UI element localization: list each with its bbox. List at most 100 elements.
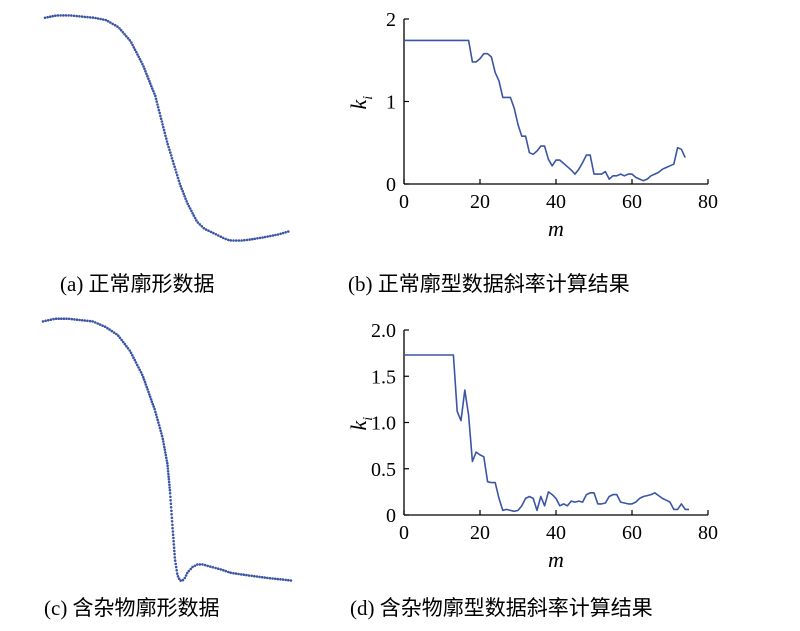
panel-b-x-axis-label: m [548,216,564,241]
panel-a-point [224,237,227,241]
panel-c-point [172,543,176,546]
panel-c-point [62,317,66,321]
panel-d-y-tick-label: 1.0 [371,413,396,435]
panel-a-point [202,226,206,230]
panel-a-point [186,202,189,206]
panel-a-point [198,223,202,226]
panel-c-point [142,378,146,381]
panel-c-point [169,499,172,502]
panel-a-point [128,39,132,42]
panel-d-y-tick-label: 0 [386,505,396,527]
panel-c-point [247,574,251,577]
panel-a-point [126,37,130,40]
panel-a-point [191,212,194,215]
panel-a-point [229,239,233,242]
panel-a-point [165,140,169,143]
panel-c-point [253,574,256,578]
panel-a-point [136,53,139,56]
panel-a-point [261,236,264,239]
panel-c-point [168,483,171,487]
panel-c-point [219,568,223,571]
panel-c-point [112,331,116,334]
panel-c-point [173,549,176,553]
panel-c-point [206,564,209,568]
panel-c-point [117,334,120,338]
panel-a-point [67,14,70,17]
panel-c-point [152,405,155,408]
panel-c-point [108,328,111,331]
panel-a-point [269,234,272,238]
panel-a-point [195,219,198,222]
panel-c-point [139,370,143,374]
panel-c-point [273,577,277,581]
panel-c-point [125,344,128,348]
panel-a-point [88,16,92,19]
panel-a-point [158,111,161,115]
panel-a-point [138,57,142,61]
panel-a-point [169,151,172,154]
panel-a-point [133,48,137,51]
panel-a-point [48,15,52,18]
panel-a-point [70,14,73,17]
panel-a-point [154,97,158,101]
panel-c-point [73,318,76,321]
panel-c-point [170,516,174,520]
panel-a-point [179,184,182,188]
panel-a-point [131,43,134,47]
panel-c-point [167,472,170,476]
panel-c-point [149,398,153,401]
panel-c-point [164,451,167,454]
panel-a-point [118,27,121,30]
panel-a-point [232,239,235,242]
panel-b-x-tick-label: 80 [698,191,718,213]
panel-c-point [214,566,217,570]
panel-d-x-tick-label: 20 [470,522,490,544]
panel-d-x-tick-label: 0 [399,522,409,544]
panel-a-point [243,238,246,242]
panel-c-point [126,347,130,350]
panel-a-point [137,55,140,59]
panel-c-point [162,443,166,446]
panel-c-point [44,319,47,323]
panel-a-point [279,232,282,236]
panel-c-point [131,353,134,357]
panel-c-point [168,486,171,489]
panel-c-point [176,575,180,578]
panel-d-y-axis-label: ki [346,417,376,431]
panel-a-point [142,65,145,68]
panel-a-point [46,15,49,19]
panel-a-point [200,225,204,228]
panel-c-point [171,533,175,536]
panel-c-point [166,470,170,473]
panel-a-point [54,14,57,17]
panel-a-point [176,176,180,180]
panel-c-point [159,429,162,433]
panel-c-point [268,576,272,580]
panel-a-point [193,216,197,220]
panel-c-point [279,578,282,581]
panel-c-point [158,426,162,430]
panel-a-point [177,179,181,183]
panel-c-point [170,520,174,523]
panel-d-y-tick-label: 1.5 [371,366,396,388]
panel-c-point [175,569,178,572]
panel-c-point [171,523,174,527]
panel-a-point [121,31,125,34]
panel-c-point [83,319,87,322]
panel-c-point [266,576,269,580]
panel-c-point [175,572,179,575]
panel-c-point [141,375,145,379]
panel-a-point [178,182,182,185]
panel-c-point [222,568,225,572]
panel-c-point [165,456,168,460]
panel-c-point [129,351,133,355]
panel-a-point [86,15,89,19]
panel-a-point [166,142,169,146]
caption-c: (c) 含杂物廓形数据 [44,596,220,620]
panel-a-point [135,50,138,54]
panel-c-point [284,578,288,582]
panel-c-point [167,475,170,479]
panel-b-x-tick-label: 0 [399,191,409,213]
panel-c-point [147,390,150,394]
panel-c-point [276,577,280,581]
